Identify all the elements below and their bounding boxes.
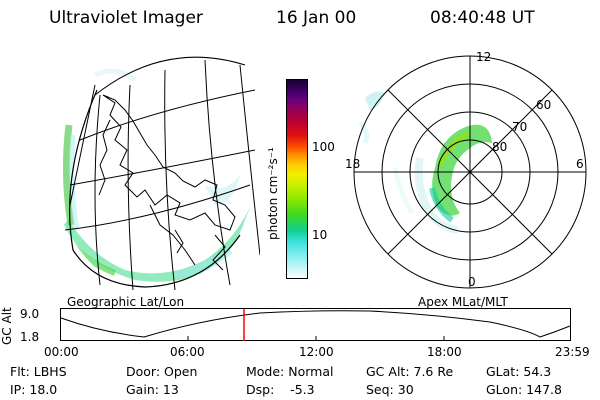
glat-status: GLat: 54.3 <box>486 364 552 379</box>
aurora-emission-mag <box>358 91 492 234</box>
orbit-altitude-curve <box>60 310 571 338</box>
intensity-colorbar <box>286 79 308 279</box>
time-tick-1200: 12:00 <box>299 345 334 359</box>
mlt-label-midnight: 0 <box>468 275 476 289</box>
mlat-label-80: 80 <box>492 140 507 154</box>
gain-status: Gain: 13 <box>126 382 179 397</box>
mlat-label-60: 60 <box>536 98 551 112</box>
geographic-caption: Geographic Lat/Lon <box>67 295 185 309</box>
dsp-status: Dsp: -5.3 <box>246 382 315 397</box>
glon-status: GLon: 147.8 <box>486 382 562 397</box>
time-tick-1800: 18:00 <box>427 345 462 359</box>
polar-grid <box>353 55 587 289</box>
time-tick-0600: 06:00 <box>170 345 205 359</box>
mode-status: Mode: Normal <box>246 364 334 379</box>
colorbar-tick-100: 100 <box>312 140 335 154</box>
magnetic-polar-plot: 12 18 6 0 60 70 80 <box>345 50 587 289</box>
seq-status: Seq: 30 <box>366 382 414 397</box>
door-status: Door: Open <box>126 364 198 379</box>
gc-alt-min: 1.8 <box>20 330 40 344</box>
colorbar-tick-10: 10 <box>312 228 328 242</box>
geographic-map-panel <box>58 56 260 290</box>
time-ticks <box>187 336 445 341</box>
mlt-label-noon: 12 <box>476 50 491 64</box>
gc-alt-axis-label: GC Alt <box>0 307 14 345</box>
coastlines <box>98 94 236 271</box>
mlat-label-70: 70 <box>512 120 527 134</box>
gc-alt-status: GC Alt: 7.6 Re <box>366 364 454 379</box>
altitude-strip-plot <box>60 308 571 341</box>
mlt-label-dawn: 6 <box>576 157 584 171</box>
observation-date: 16 Jan 00 <box>276 8 357 28</box>
observation-time: 08:40:48 UT <box>430 8 535 28</box>
time-tick-2359: 23:59 <box>555 345 590 359</box>
earth-limb <box>69 89 241 288</box>
ip-status: IP: 18.0 <box>10 382 58 397</box>
lat-lon-grid <box>64 56 260 290</box>
filter-status: Flt: LBHS <box>10 364 67 379</box>
instrument-title: Ultraviolet Imager <box>49 8 203 28</box>
mlt-label-dusk: 18 <box>345 157 360 171</box>
colorbar-unit-label: photon cm⁻²s⁻¹ <box>266 147 280 240</box>
time-tick-0000: 00:00 <box>44 345 79 359</box>
magnetic-caption: Apex MLat/MLT <box>418 295 508 309</box>
gc-alt-max: 9.0 <box>20 307 40 321</box>
